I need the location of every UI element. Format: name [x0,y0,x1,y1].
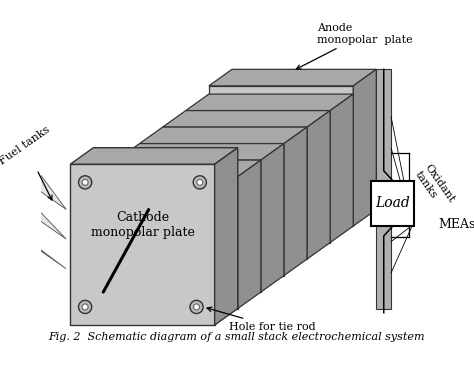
Text: Fuel tanks: Fuel tanks [0,124,52,200]
Polygon shape [101,290,229,295]
Polygon shape [93,177,238,309]
Bar [371,181,414,226]
Circle shape [79,176,92,189]
Circle shape [190,300,203,313]
Polygon shape [171,224,299,229]
Circle shape [193,176,206,189]
Polygon shape [70,164,215,325]
Circle shape [79,300,92,313]
Polygon shape [238,160,261,309]
Polygon shape [217,207,345,212]
Polygon shape [163,111,330,127]
Polygon shape [194,207,322,212]
Polygon shape [215,148,238,325]
Circle shape [82,180,88,186]
Polygon shape [186,94,353,111]
Polygon shape [163,127,307,259]
Polygon shape [70,148,238,164]
Polygon shape [93,160,261,177]
Polygon shape [101,273,229,278]
Polygon shape [330,94,353,243]
Polygon shape [217,191,345,196]
Polygon shape [194,224,322,229]
Text: Hole for tie rod: Hole for tie rod [207,307,316,332]
Polygon shape [148,257,276,262]
Polygon shape [284,127,307,276]
Polygon shape [148,265,276,270]
Polygon shape [101,281,229,286]
Circle shape [82,304,88,310]
Polygon shape [217,215,345,220]
Circle shape [193,304,200,310]
Polygon shape [125,265,253,270]
Text: Load: Load [375,196,410,210]
Polygon shape [171,240,299,245]
Polygon shape [148,240,276,245]
Polygon shape [117,144,284,160]
Polygon shape [0,158,66,239]
Polygon shape [125,257,253,262]
Polygon shape [148,248,276,253]
Polygon shape [194,232,322,237]
Polygon shape [209,69,376,86]
Polygon shape [307,111,330,259]
Circle shape [197,180,203,186]
Polygon shape [117,160,261,292]
Text: Bipolar plates: Bipolar plates [0,370,1,371]
Polygon shape [171,232,299,237]
Polygon shape [139,144,284,276]
Polygon shape [0,203,66,269]
Polygon shape [353,69,376,226]
Polygon shape [209,86,353,226]
Polygon shape [376,69,391,309]
Text: Fig. 2  Schematic diagram of a small stack electrochemical system: Fig. 2 Schematic diagram of a small stac… [49,332,425,342]
Polygon shape [125,281,253,286]
Text: Oxidant
tanks: Oxidant tanks [413,162,456,211]
Polygon shape [186,111,330,243]
Polygon shape [0,114,66,209]
Polygon shape [217,199,345,204]
Polygon shape [171,248,299,253]
Text: MEAs: MEAs [438,219,474,232]
Polygon shape [261,144,284,292]
Text: Cathode
monopolar plate: Cathode monopolar plate [91,211,194,239]
Polygon shape [139,127,307,144]
Polygon shape [194,215,322,220]
Polygon shape [125,273,253,278]
Text: Anode
monopolar  plate: Anode monopolar plate [296,23,413,69]
Polygon shape [101,298,229,303]
